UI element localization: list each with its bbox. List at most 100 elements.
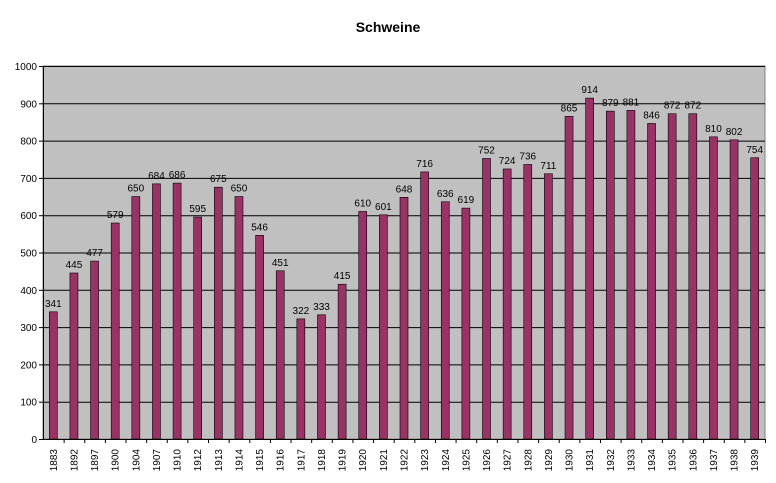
bar-1907 bbox=[152, 183, 161, 440]
data-label-1920: 610 bbox=[354, 198, 371, 209]
y-tick-label: 400 bbox=[20, 286, 37, 297]
data-label-1938: 802 bbox=[726, 127, 743, 138]
data-label-1910: 686 bbox=[169, 170, 186, 181]
x-tick-label-1910: 1910 bbox=[173, 449, 184, 472]
data-label-1907: 684 bbox=[148, 171, 165, 182]
x-tick-label-1913: 1913 bbox=[214, 449, 225, 472]
bar-1932 bbox=[605, 110, 615, 440]
x-tick-label-1939: 1939 bbox=[750, 449, 761, 472]
bar-1926 bbox=[482, 158, 491, 440]
data-label-1892: 445 bbox=[66, 260, 83, 271]
chart-title: Schweine bbox=[356, 19, 421, 35]
data-label-1926: 752 bbox=[478, 146, 495, 157]
data-label-1927: 724 bbox=[499, 156, 516, 167]
data-label-1925: 619 bbox=[458, 195, 475, 206]
x-tick-label-1922: 1922 bbox=[400, 449, 411, 472]
bar-1922 bbox=[399, 197, 409, 440]
data-label-1935: 872 bbox=[664, 101, 681, 112]
x-axis: 1883 1892 1897 1900 1904 1907 1910 1912 1913 1914… bbox=[43, 439, 766, 471]
data-label-1900: 579 bbox=[107, 210, 124, 221]
bar-1939 bbox=[750, 157, 759, 440]
y-axis: 0 100 200 300 400 500 600 700 800 900 1000 bbox=[15, 62, 44, 446]
x-tick-label-1934: 1934 bbox=[647, 449, 658, 472]
bar-1927 bbox=[502, 168, 512, 440]
data-label-1939: 754 bbox=[746, 145, 763, 156]
x-tick-label-1924: 1924 bbox=[441, 449, 452, 472]
y-tick-label: 0 bbox=[31, 435, 37, 446]
data-label-1897: 477 bbox=[86, 248, 103, 259]
data-label-1919: 415 bbox=[334, 271, 351, 282]
data-label-1918: 333 bbox=[313, 302, 330, 313]
bar-1883 bbox=[49, 311, 58, 440]
x-tick-label-1915: 1915 bbox=[255, 449, 266, 472]
gridlines bbox=[43, 66, 765, 403]
bar-1915 bbox=[255, 235, 264, 440]
x-tick-label-1925: 1925 bbox=[461, 449, 472, 472]
x-tick-label-1897: 1897 bbox=[90, 449, 101, 472]
y-tick-label: 300 bbox=[20, 323, 37, 334]
x-tick-label-1928: 1928 bbox=[523, 449, 534, 472]
bar-1900 bbox=[110, 222, 120, 440]
data-label-1883: 341 bbox=[45, 299, 62, 310]
x-tick-label-1931: 1931 bbox=[585, 449, 596, 472]
bar-1924 bbox=[440, 201, 450, 440]
y-tick-label: 700 bbox=[20, 174, 37, 185]
y-tick-label: 200 bbox=[20, 360, 37, 371]
data-label-1904: 650 bbox=[127, 184, 144, 195]
data-label-1928: 736 bbox=[519, 151, 536, 162]
x-tick-label-1923: 1923 bbox=[420, 449, 431, 472]
bars bbox=[49, 97, 759, 440]
bar-1916 bbox=[275, 270, 285, 440]
data-label-1916: 451 bbox=[272, 258, 289, 269]
bar-1929 bbox=[544, 173, 553, 440]
bar-1931 bbox=[585, 97, 594, 440]
x-tick-label-1921: 1921 bbox=[379, 449, 390, 472]
bar-1921 bbox=[379, 214, 388, 440]
bar-1938 bbox=[729, 139, 739, 440]
x-tick-label-1929: 1929 bbox=[544, 449, 555, 472]
y-tick-label: 600 bbox=[20, 211, 37, 222]
x-tick-label-1916: 1916 bbox=[276, 449, 287, 472]
bar-1920 bbox=[358, 211, 368, 440]
x-tick-label-1914: 1914 bbox=[234, 449, 245, 472]
x-tick-label-1927: 1927 bbox=[503, 449, 514, 472]
x-tick-label-1933: 1933 bbox=[626, 449, 637, 472]
bar-1923 bbox=[420, 171, 429, 440]
data-label-1933: 881 bbox=[623, 97, 640, 108]
data-label-1932: 879 bbox=[602, 98, 619, 109]
data-label-1929: 711 bbox=[540, 161, 556, 172]
data-label-1917: 322 bbox=[293, 306, 310, 317]
bar-1937 bbox=[709, 136, 718, 440]
x-tick-label-1919: 1919 bbox=[338, 449, 349, 472]
data-label-1930: 865 bbox=[561, 103, 578, 114]
y-tick-label: 1000 bbox=[15, 62, 38, 73]
data-label-1915: 546 bbox=[251, 222, 268, 233]
bar-1930 bbox=[564, 116, 574, 440]
data-label-1937: 810 bbox=[705, 124, 722, 135]
data-label-1922: 648 bbox=[396, 184, 413, 195]
y-tick-label: 100 bbox=[20, 398, 37, 409]
x-tick-label-1926: 1926 bbox=[482, 449, 493, 472]
x-tick-label-1912: 1912 bbox=[193, 449, 204, 472]
bar-1925 bbox=[461, 207, 471, 440]
bar-1892 bbox=[69, 272, 79, 440]
bar-1904 bbox=[131, 196, 141, 440]
data-label-1931: 914 bbox=[581, 85, 598, 96]
x-tick-label-1932: 1932 bbox=[606, 449, 617, 472]
bar-1918 bbox=[317, 314, 326, 440]
bar-1936 bbox=[688, 113, 698, 440]
data-label-1912: 595 bbox=[189, 204, 206, 215]
x-tick-label-1892: 1892 bbox=[69, 449, 80, 472]
data-label-1914: 650 bbox=[231, 184, 248, 195]
x-tick-label-1883: 1883 bbox=[49, 449, 60, 472]
bar-1934 bbox=[647, 123, 656, 440]
bar-1933 bbox=[626, 110, 636, 440]
x-tick-label-1917: 1917 bbox=[296, 449, 307, 472]
x-tick-label-1900: 1900 bbox=[111, 449, 122, 472]
y-tick-label: 900 bbox=[20, 99, 37, 110]
bar-1912 bbox=[193, 216, 203, 440]
y-tick-label: 500 bbox=[20, 249, 37, 260]
data-label-1924: 636 bbox=[437, 189, 454, 200]
